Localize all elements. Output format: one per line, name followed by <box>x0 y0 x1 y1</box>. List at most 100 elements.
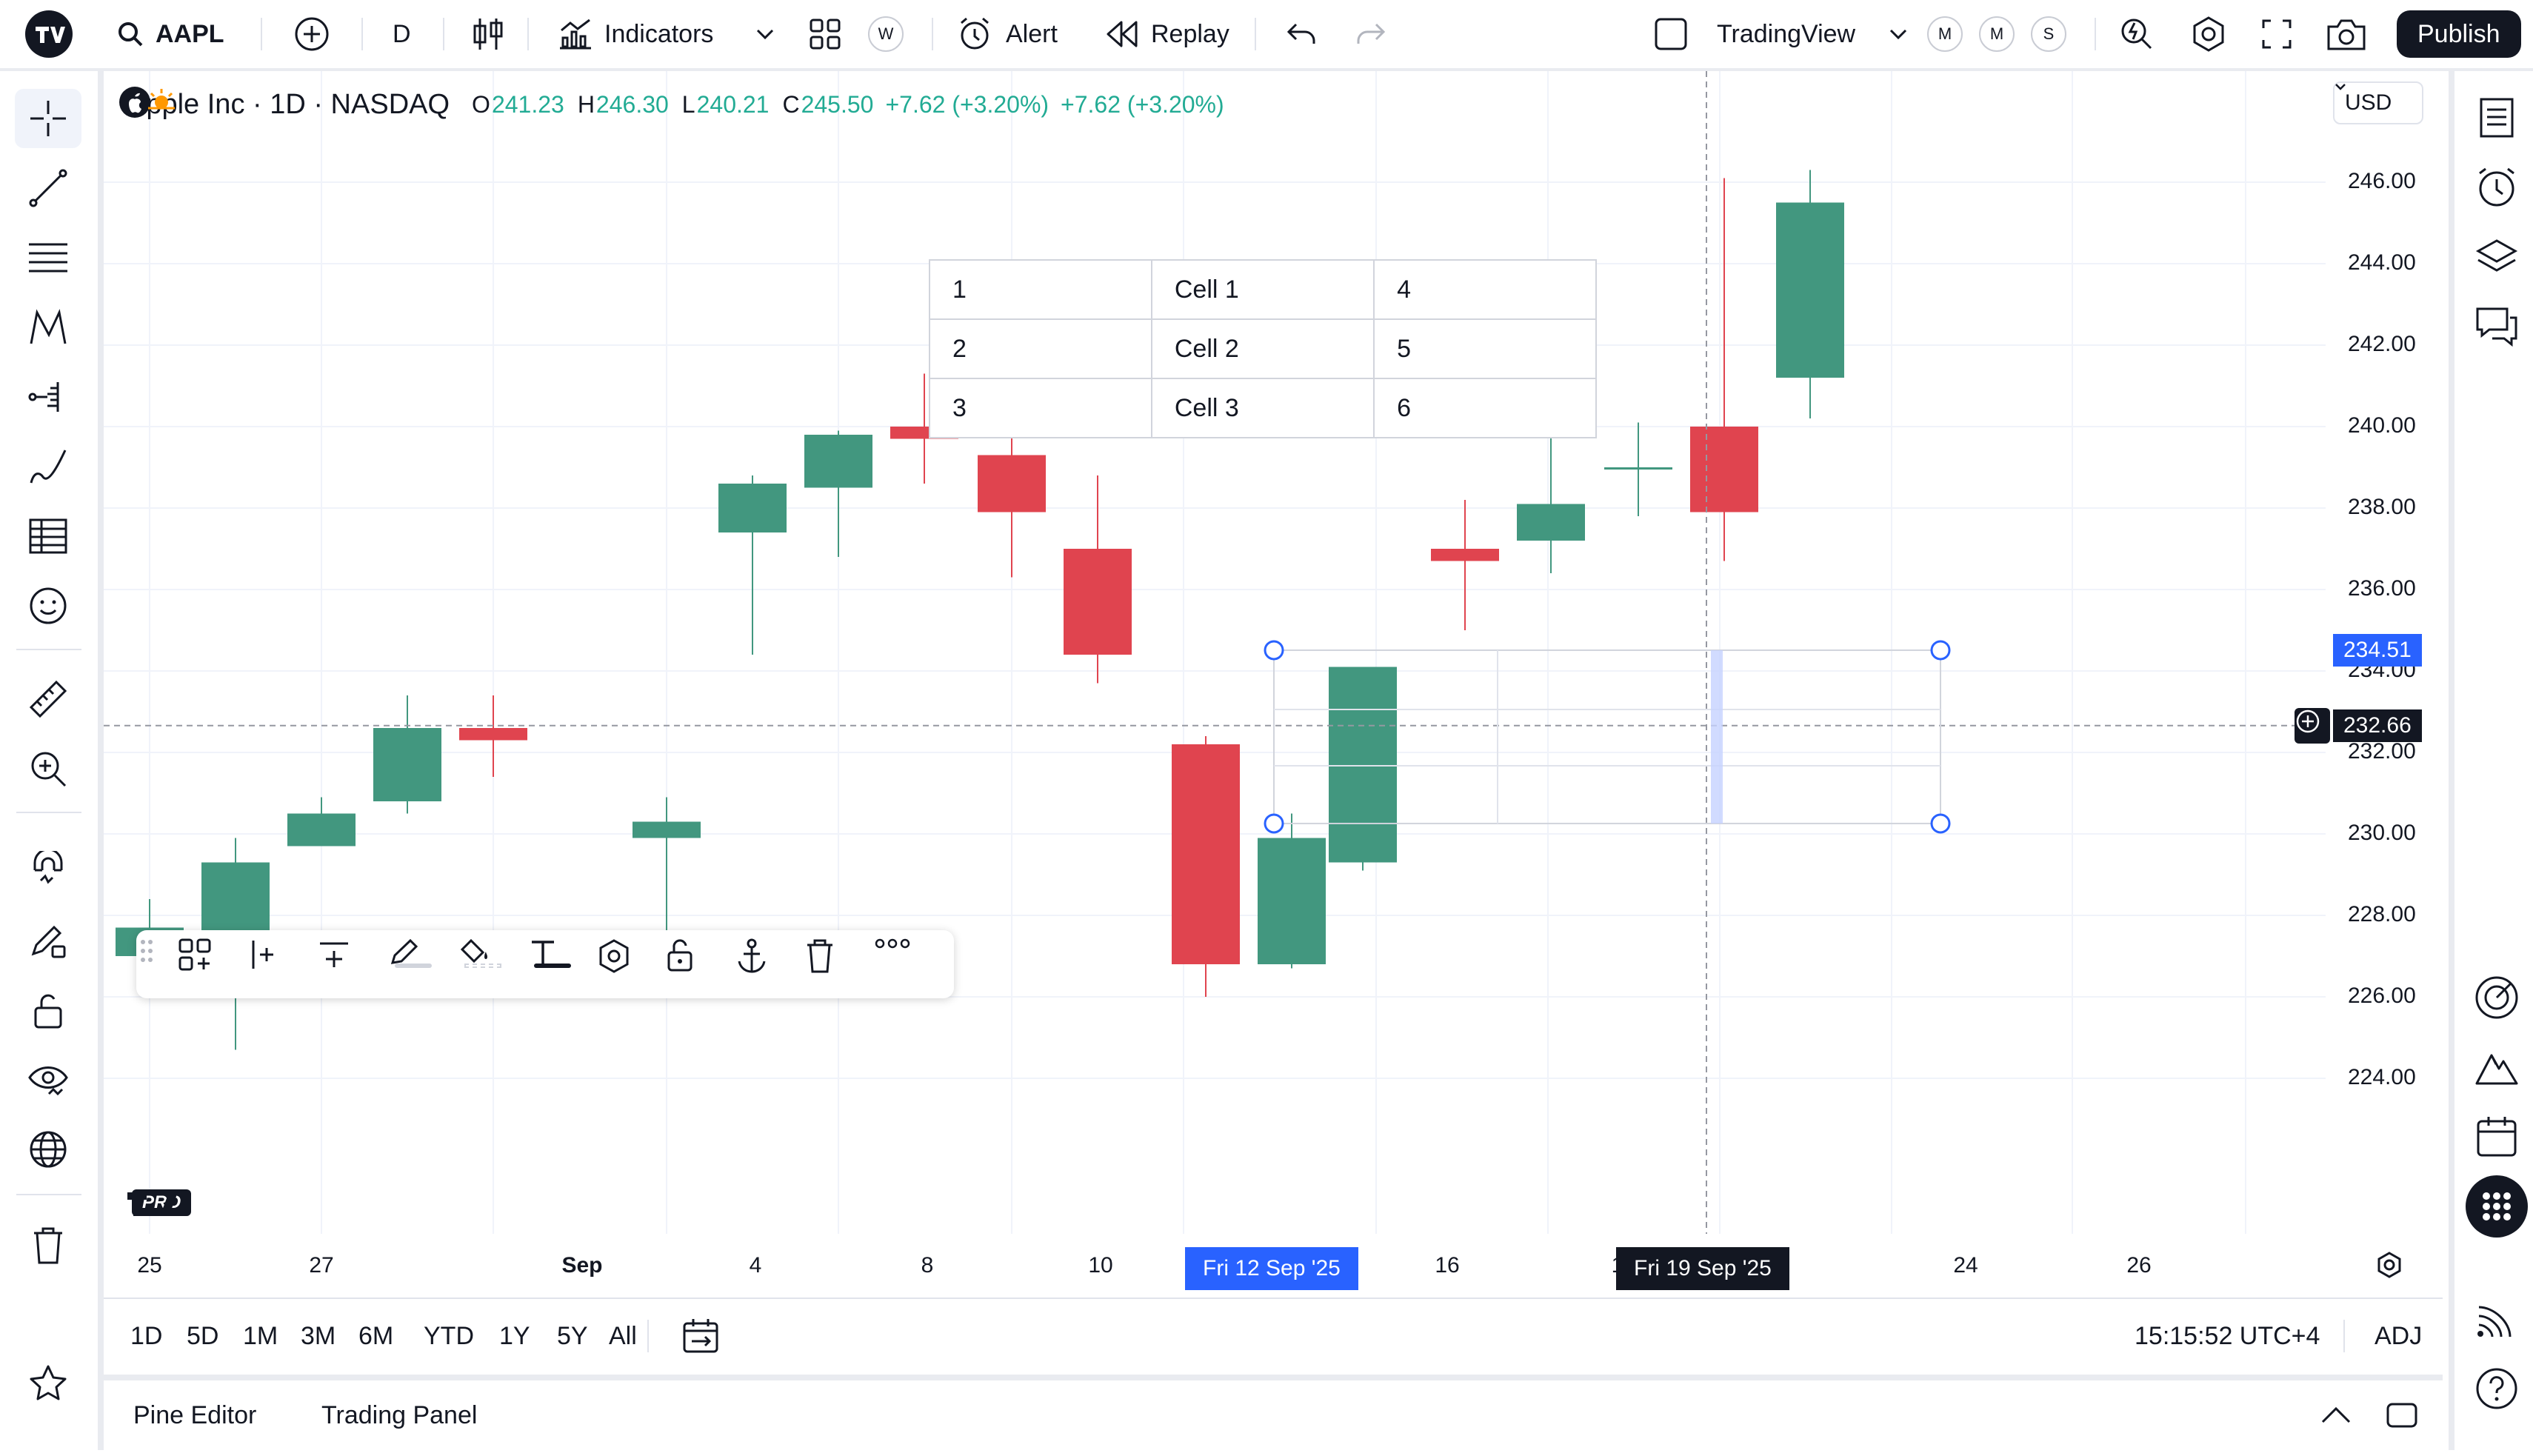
snapshot-button[interactable] <box>2326 0 2367 68</box>
ideas-button[interactable] <box>2465 1035 2529 1099</box>
table-cell[interactable]: Cell 2 <box>1150 318 1375 379</box>
chat-button[interactable] <box>2465 295 2529 358</box>
undo-button[interactable] <box>1286 0 1317 68</box>
table-cell[interactable]: Cell 3 <box>1150 378 1375 438</box>
more-button[interactable] <box>874 938 927 991</box>
alert-button[interactable]: Alert <box>957 0 1058 68</box>
object-tree-tool[interactable] <box>15 1120 81 1179</box>
hotlists-button[interactable] <box>2465 966 2529 1029</box>
table-cell[interactable]: 4 <box>1373 259 1597 320</box>
adjust-data-button[interactable]: ADJ <box>2375 1299 2422 1373</box>
table-cell[interactable]: 3 <box>929 378 1152 438</box>
zoom-tool[interactable] <box>15 739 81 798</box>
compare-symbol-button[interactable] <box>293 0 330 68</box>
lock-drawings-tool[interactable] <box>15 981 81 1040</box>
magnet-tool[interactable] <box>15 841 81 901</box>
table-tool[interactable] <box>15 507 81 566</box>
publish-button[interactable]: Publish <box>2397 10 2521 58</box>
settings-tool-button[interactable] <box>595 938 649 991</box>
indicators-button[interactable]: Indicators <box>557 0 713 68</box>
alerts-button[interactable] <box>2465 156 2529 219</box>
table-cell[interactable]: 5 <box>1373 318 1597 379</box>
tradingview-logo[interactable] <box>24 0 74 68</box>
collapse-panel-button[interactable] <box>2320 1380 2352 1450</box>
layout-badge-3[interactable]: S <box>2031 0 2066 68</box>
help-button[interactable] <box>2465 1357 2529 1420</box>
pattern-tool[interactable] <box>15 298 81 357</box>
range-3m[interactable]: 3M <box>301 1321 336 1350</box>
fib-lines-icon <box>29 243 67 273</box>
chart-type-button[interactable] <box>471 0 505 68</box>
layout-badge-2[interactable]: M <box>1979 0 2015 68</box>
layout-dropdown[interactable] <box>1889 0 1908 68</box>
redo-button[interactable] <box>1355 0 1386 68</box>
delete-button[interactable] <box>804 938 858 991</box>
tab-pine-editor[interactable]: Pine Editor <box>133 1380 256 1450</box>
layout-name[interactable]: TradingView <box>1717 0 1855 68</box>
tradingview-watermark[interactable]: PRO <box>126 1189 192 1216</box>
gear-icon <box>599 939 629 973</box>
table-cell[interactable]: 1 <box>929 259 1152 320</box>
line-color-button[interactable] <box>387 938 440 991</box>
layout-badge-1[interactable]: M <box>1927 0 1963 68</box>
text-color-button[interactable] <box>526 938 579 991</box>
symbol-search[interactable]: AAPL <box>116 0 224 68</box>
maximize-panel-button[interactable] <box>2385 1380 2419 1450</box>
chart-area[interactable]: Apple Inc · 1D · NASDAQ O 241.23 H 246.30 … <box>104 71 2443 1298</box>
add-column-button[interactable] <box>247 938 301 991</box>
crosshair-tool[interactable] <box>15 89 81 148</box>
layout-toggle[interactable] <box>1653 0 1689 68</box>
templates-button[interactable] <box>809 0 841 68</box>
fill-color-button[interactable] <box>456 938 510 991</box>
chart-canvas[interactable] <box>104 71 2443 1298</box>
add-row-button[interactable] <box>317 938 370 991</box>
range-1m[interactable]: 1M <box>243 1321 278 1350</box>
table-cell[interactable]: 6 <box>1373 378 1597 438</box>
measure-tool[interactable] <box>15 669 81 729</box>
watchlist-button[interactable] <box>2465 86 2529 150</box>
go-to-date-button[interactable] <box>681 1299 720 1373</box>
fullscreen-button[interactable] <box>2260 0 2293 68</box>
settings-button[interactable] <box>2189 0 2228 68</box>
object-tree-button[interactable] <box>2465 225 2529 289</box>
more-dots-icon <box>875 938 910 949</box>
templates-tool-button[interactable] <box>178 938 231 991</box>
emoji-tool[interactable] <box>15 576 81 635</box>
quick-search-button[interactable] <box>2118 0 2155 68</box>
stay-drawing-tool[interactable] <box>15 911 81 970</box>
watchlist-favorites[interactable] <box>15 1354 81 1413</box>
indicators-dropdown[interactable] <box>755 0 775 68</box>
currency-select[interactable]: USD <box>2333 81 2423 124</box>
fib-tool[interactable] <box>15 228 81 287</box>
calendar-button[interactable] <box>2465 1105 2529 1169</box>
range-5d[interactable]: 5D <box>187 1321 219 1350</box>
add-alert-button[interactable] <box>2295 707 2330 744</box>
table-cell[interactable]: 2 <box>929 318 1152 379</box>
range-all[interactable]: All <box>609 1321 637 1350</box>
lock-button[interactable] <box>665 938 718 991</box>
range-1y[interactable]: 1Y <box>499 1321 530 1350</box>
templates-badge[interactable]: W <box>868 0 904 68</box>
brush-tool[interactable] <box>15 437 81 496</box>
interval-button[interactable]: D <box>393 0 411 68</box>
tab-trading-panel[interactable]: Trading Panel <box>321 1380 477 1450</box>
timezone-clock[interactable]: 15:15:52 UTC+4 <box>2135 1299 2320 1373</box>
trend-line-tool[interactable] <box>15 158 81 218</box>
remove-drawings-tool[interactable] <box>15 1216 81 1275</box>
hide-drawings-tool[interactable] <box>15 1050 81 1109</box>
apps-button[interactable] <box>2465 1175 2529 1238</box>
drag-handle[interactable] <box>139 938 169 991</box>
range-1d[interactable]: 1D <box>130 1321 163 1350</box>
high-value: 246.30 <box>595 90 669 118</box>
range-6m[interactable]: 6M <box>358 1321 394 1350</box>
forecast-tool[interactable] <box>15 367 81 427</box>
range-5y[interactable]: 5Y <box>557 1321 588 1350</box>
range-ytd[interactable]: YTD <box>424 1321 474 1350</box>
divider <box>16 812 81 813</box>
indicators-label: Indicators <box>604 19 714 48</box>
table-cell[interactable]: Cell 1 <box>1150 259 1375 320</box>
anchor-button[interactable] <box>735 938 788 991</box>
replay-button[interactable]: Replay <box>1105 0 1229 68</box>
streams-button[interactable] <box>2465 1287 2529 1351</box>
